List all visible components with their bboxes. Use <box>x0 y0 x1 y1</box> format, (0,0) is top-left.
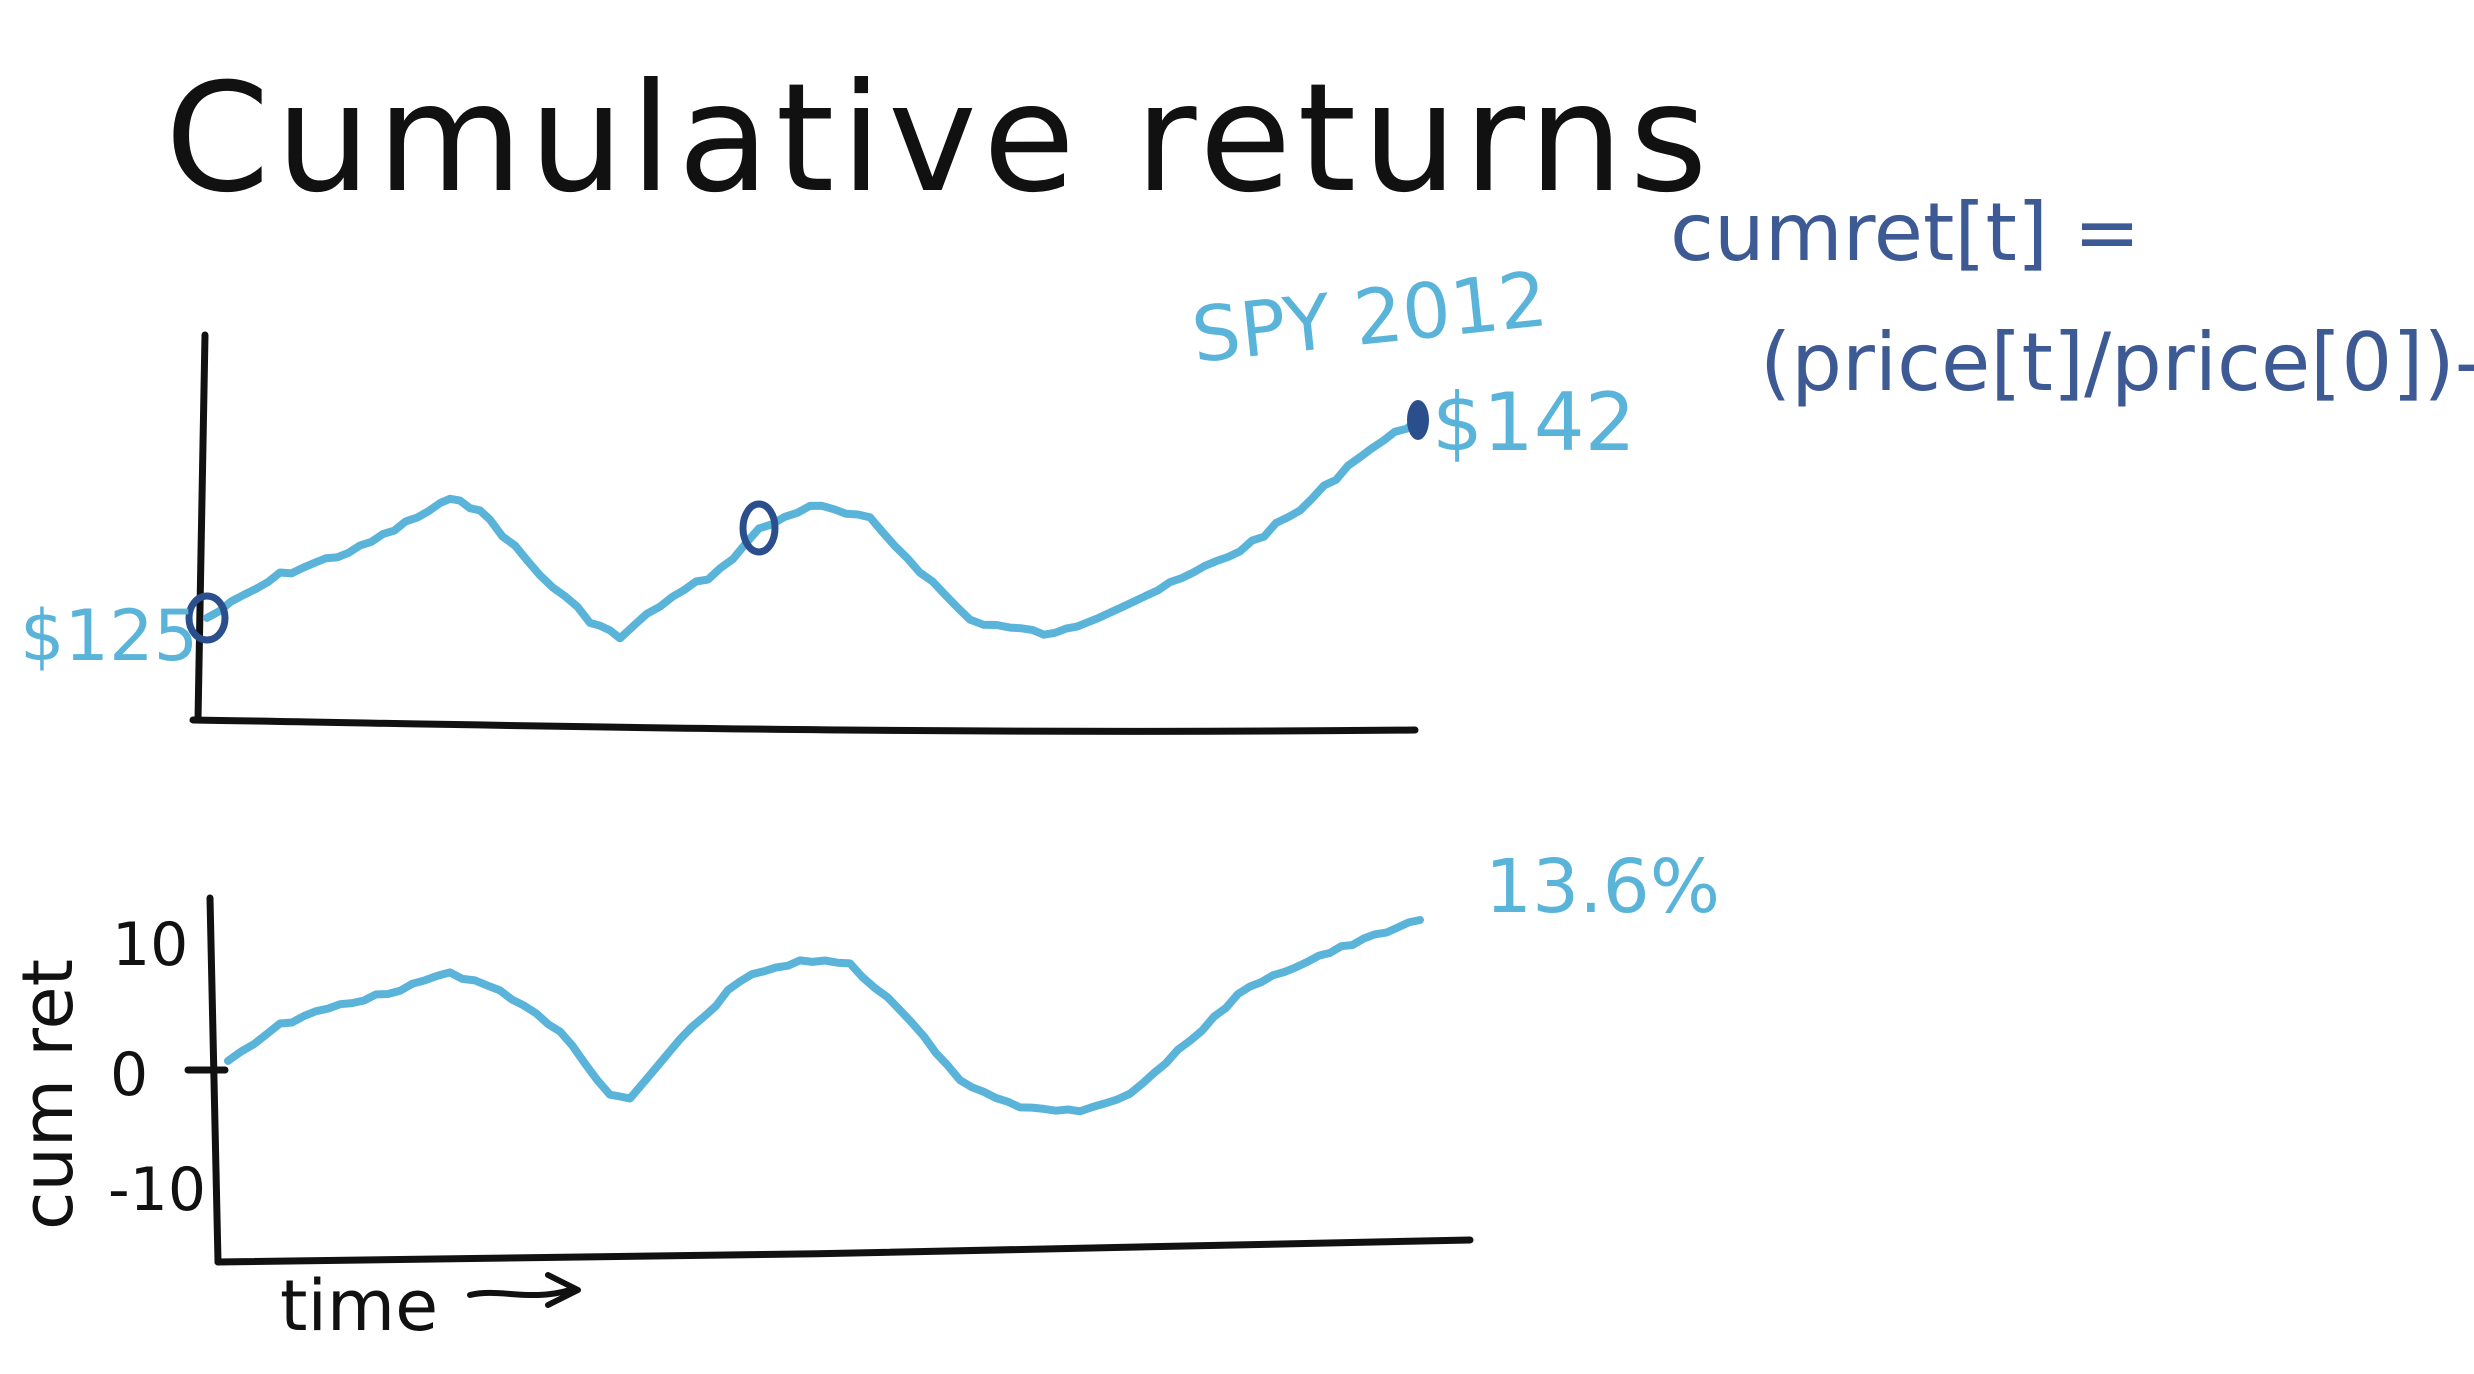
series-label: SPY 2012 <box>1188 254 1552 380</box>
formula-line-1: cumret[t] = <box>1670 186 2141 279</box>
page-title: Cumulative returns <box>165 52 1714 226</box>
x-axis-label: time <box>280 1265 438 1347</box>
end-marker <box>1407 400 1429 440</box>
start-marker <box>185 592 229 644</box>
formula-line-2: (price[t]/price[0])-1 <box>1760 316 2474 409</box>
x-axis-arrow-icon <box>467 1272 581 1308</box>
end-return-label: 13.6% <box>1485 844 1720 930</box>
return-chart-y-axis <box>206 894 222 1266</box>
start-price-label: $125 <box>20 595 198 677</box>
return-line <box>224 916 1424 1116</box>
y-tick-label-minus-10: -10 <box>108 1155 206 1225</box>
price-chart: $125 $142 SPY 2012 <box>20 254 1636 735</box>
price-chart-x-axis <box>189 716 1419 735</box>
end-price-label: $142 <box>1432 376 1636 469</box>
y-tick-label-10: 10 <box>112 910 188 980</box>
price-chart-y-axis <box>194 331 209 724</box>
return-chart-x-axis <box>214 1236 1474 1266</box>
return-chart: 10 0 -10 cum ret time 13.6% <box>7 844 1720 1347</box>
price-line <box>203 416 1422 643</box>
interim-marker <box>739 500 779 556</box>
y-axis-label: cum ret <box>7 959 89 1230</box>
y-tick-label-0: 0 <box>110 1040 148 1110</box>
